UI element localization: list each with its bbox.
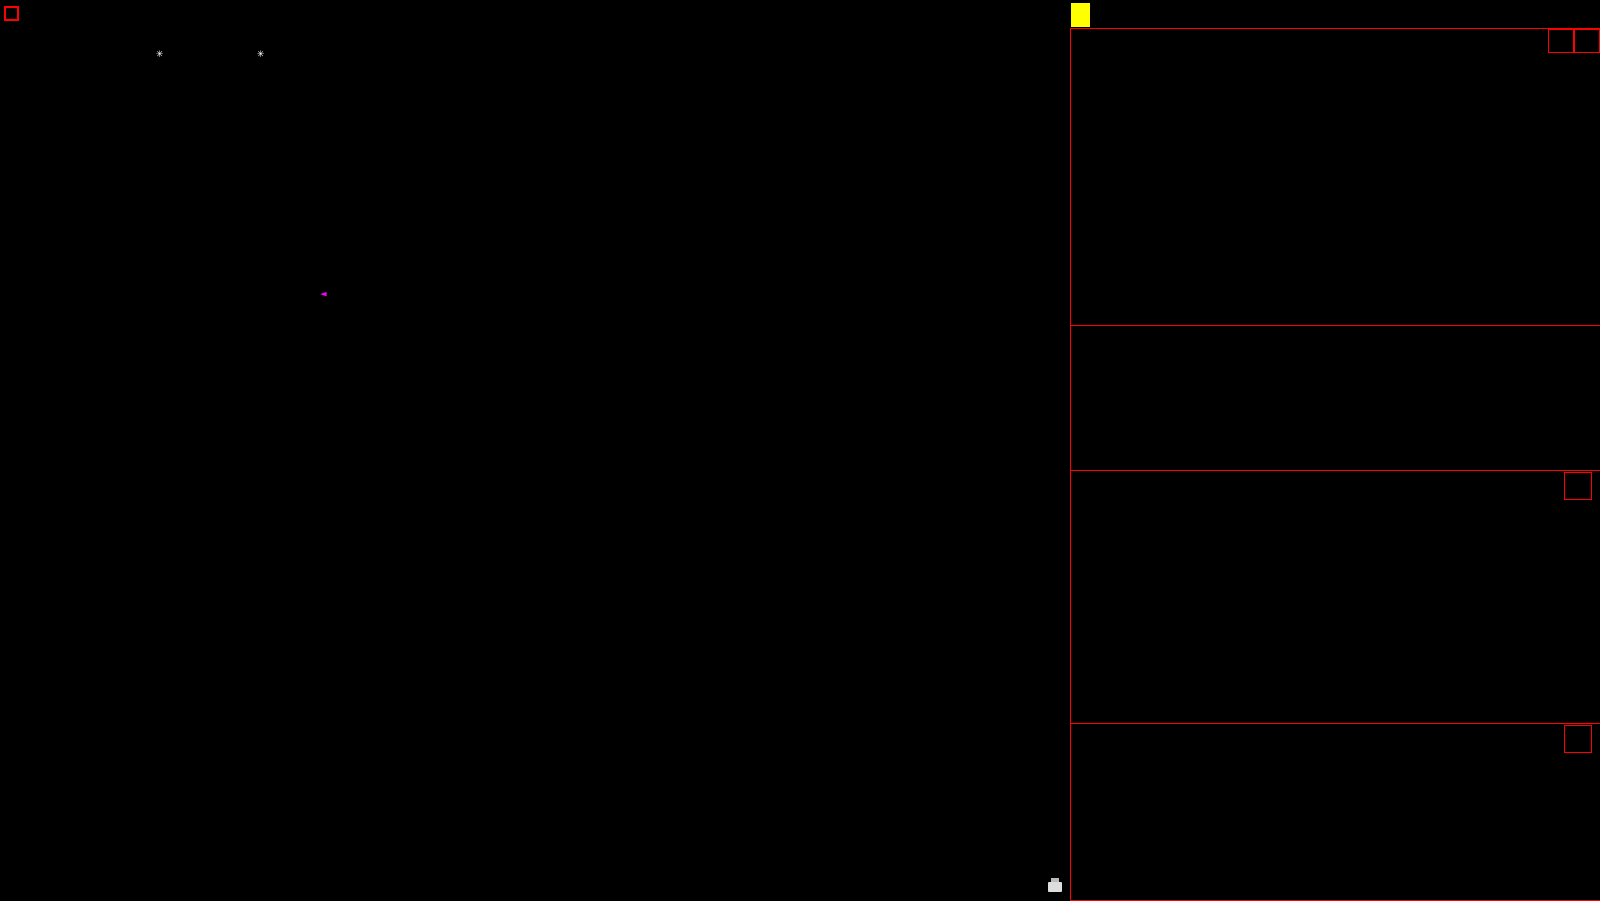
rz-badge [1071,3,1090,27]
sz-monitor-panel [1070,470,1600,725]
tick-mode-button[interactable] [1574,29,1600,53]
dragon-tiger-panel [1070,28,1600,327]
scroll-left-icon[interactable]: ◄ [320,287,327,300]
intraday-chart[interactable] [1070,325,1600,470]
bar-mode-button[interactable] [1548,29,1574,53]
left-charts-canvas[interactable] [0,0,1070,900]
intraday-panel [1070,325,1600,472]
classify-settings-button[interactable] [1564,725,1592,753]
candle-marker-icon: ✳ [257,46,265,60]
monitor-settings-button[interactable] [1564,472,1592,500]
print-icon[interactable] [1048,878,1062,892]
sz-classify-panel [1070,723,1600,901]
chart-mode-icon[interactable] [4,6,19,21]
order-pie-chart [1070,55,1360,325]
candle-marker-icon: ✳ [156,46,164,60]
